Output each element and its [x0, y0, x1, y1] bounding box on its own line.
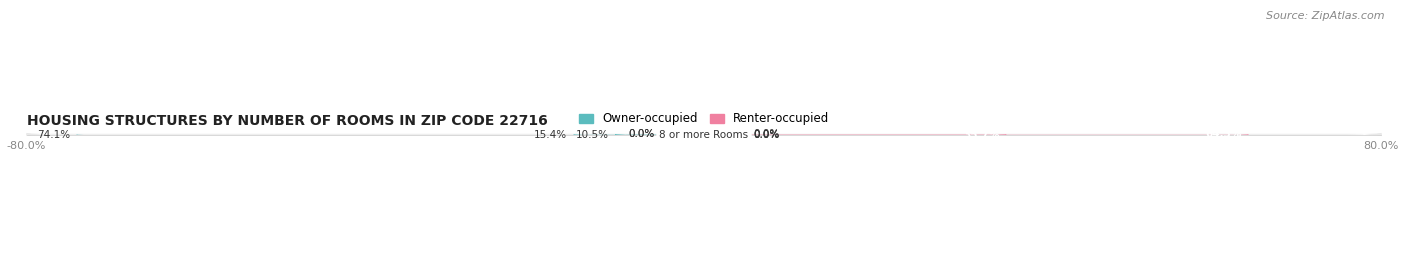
Text: 6 or 7 Rooms: 6 or 7 Rooms — [669, 130, 738, 140]
Text: 64.3%: 64.3% — [1205, 129, 1241, 139]
Text: 0.0%: 0.0% — [628, 129, 655, 139]
FancyBboxPatch shape — [662, 133, 704, 134]
FancyBboxPatch shape — [704, 134, 747, 136]
Text: 0.0%: 0.0% — [754, 129, 779, 139]
FancyBboxPatch shape — [27, 134, 1381, 136]
Text: 4 or 5 Rooms: 4 or 5 Rooms — [669, 129, 738, 140]
FancyBboxPatch shape — [27, 133, 1381, 135]
Text: 2 or 3 Rooms: 2 or 3 Rooms — [669, 129, 738, 139]
FancyBboxPatch shape — [704, 133, 1249, 135]
FancyBboxPatch shape — [704, 134, 1007, 136]
FancyBboxPatch shape — [27, 133, 1381, 136]
Text: 74.1%: 74.1% — [37, 130, 70, 140]
Text: Source: ZipAtlas.com: Source: ZipAtlas.com — [1267, 11, 1385, 21]
FancyBboxPatch shape — [574, 134, 704, 136]
Text: 10.5%: 10.5% — [575, 129, 609, 140]
Text: 15.4%: 15.4% — [534, 130, 567, 140]
FancyBboxPatch shape — [614, 134, 704, 135]
FancyBboxPatch shape — [76, 134, 704, 136]
FancyBboxPatch shape — [704, 134, 747, 135]
Text: 1 Room: 1 Room — [685, 129, 724, 139]
FancyBboxPatch shape — [704, 133, 747, 134]
Legend: Owner-occupied, Renter-occupied: Owner-occupied, Renter-occupied — [574, 108, 834, 130]
FancyBboxPatch shape — [27, 134, 1381, 136]
Text: 35.7%: 35.7% — [963, 130, 1000, 140]
Text: 0.0%: 0.0% — [754, 130, 779, 140]
Text: 0.0%: 0.0% — [628, 129, 655, 139]
Text: 0.0%: 0.0% — [754, 129, 779, 140]
Text: 8 or more Rooms: 8 or more Rooms — [659, 130, 748, 140]
Text: HOUSING STRUCTURES BY NUMBER OF ROOMS IN ZIP CODE 22716: HOUSING STRUCTURES BY NUMBER OF ROOMS IN… — [27, 114, 547, 128]
FancyBboxPatch shape — [27, 133, 1381, 135]
FancyBboxPatch shape — [662, 133, 704, 135]
